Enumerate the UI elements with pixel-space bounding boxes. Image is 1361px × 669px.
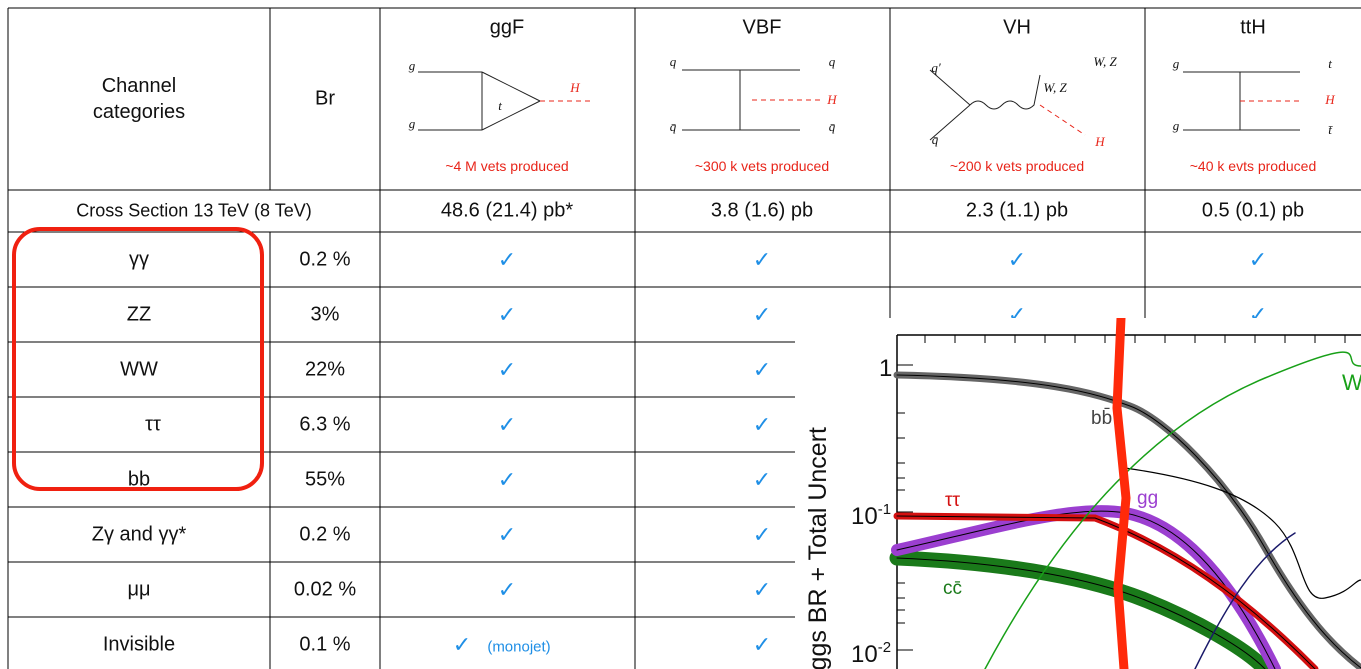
- production-caption: ~4 M vets produced: [445, 158, 568, 174]
- br-header: Br: [315, 88, 335, 111]
- diagram-label: H: [1325, 92, 1334, 108]
- channel-name: Invisible: [103, 633, 175, 656]
- branching-ratio: 0.1 %: [299, 633, 350, 656]
- diagram-label: t̄: [1328, 122, 1332, 138]
- slide: Channel categories Br ggF ~4 M vets produce…: [0, 0, 1361, 669]
- diagram-label: W, Z: [1093, 54, 1116, 70]
- branching-ratio: 0.2 %: [299, 248, 350, 271]
- tick-base: 10: [851, 641, 878, 668]
- check-mark: ✓: [753, 632, 771, 658]
- channel-name: ZZ: [127, 303, 151, 326]
- production-name: ttH: [1240, 17, 1266, 40]
- check-mark: ✓: [753, 302, 771, 328]
- curve-label: cc̄: [943, 578, 962, 599]
- curve-label: W: [1342, 370, 1361, 395]
- production-name: ggF: [490, 17, 524, 40]
- cross-section-value: 2.3 (1.1) pb: [966, 200, 1068, 223]
- check-mark: ✓: [498, 247, 516, 273]
- diagram-line: [482, 72, 540, 101]
- y-axis-label: iggs BR + Total Uncert: [804, 427, 832, 669]
- check-mark: ✓: [1249, 247, 1267, 273]
- check-mark: ✓: [498, 467, 516, 493]
- cross-section-value: 3.8 (1.6) pb: [711, 200, 813, 223]
- check-mark: ✓: [753, 522, 771, 548]
- diagram-label: H: [1095, 134, 1104, 150]
- check-mark: ✓: [753, 247, 771, 273]
- branching-ratio: 22%: [305, 358, 345, 381]
- check-mark: ✓: [498, 412, 516, 438]
- production-caption: ~300 k vets produced: [695, 158, 829, 174]
- curve-label: bb̄: [1091, 408, 1112, 429]
- branching-ratio: 0.02 %: [294, 578, 356, 601]
- check-mark: ✓: [498, 577, 516, 603]
- production-caption: ~200 k vets produced: [950, 158, 1084, 174]
- diagram-label: g: [409, 58, 416, 74]
- diagram-boson: [970, 75, 1040, 109]
- branching-ratio: 6.3 %: [299, 413, 350, 436]
- channel-name: ττ: [145, 413, 161, 436]
- diagram-label: q̄: [932, 132, 939, 148]
- diagram-label: t: [1328, 56, 1332, 72]
- diagram-label: q: [670, 54, 677, 70]
- channel-name: μμ: [127, 578, 150, 601]
- check-mark: ✓: [453, 632, 471, 658]
- diagram-line: [482, 101, 540, 130]
- branching-ratio: 3%: [311, 303, 340, 326]
- production-caption: ~40 k evts produced: [1190, 158, 1316, 174]
- channel-name: γγ: [129, 248, 149, 271]
- diagram-label: g: [1173, 56, 1180, 72]
- check-mark: ✓: [753, 357, 771, 383]
- cross-section-label: Cross Section 13 TeV (8 TeV): [76, 201, 311, 222]
- production-name: VH: [1003, 17, 1031, 40]
- diagram-label: W, Z: [1043, 80, 1066, 96]
- tick-exponent: -2: [878, 639, 891, 656]
- check-mark: ✓: [753, 577, 771, 603]
- channel-name: Zγ and γγ*: [92, 523, 186, 546]
- diagram-label: q′: [931, 60, 940, 76]
- branching-ratio: 0.2 %: [299, 523, 350, 546]
- branching-ratio: 55%: [305, 468, 345, 491]
- production-name: VBF: [743, 17, 782, 40]
- check-note: (monojet): [487, 638, 550, 655]
- cross-section-value: 0.5 (0.1) pb: [1202, 200, 1304, 223]
- diagram-label: H: [827, 92, 836, 108]
- channel-name: WW: [120, 358, 158, 381]
- check-mark: ✓: [498, 522, 516, 548]
- tick-base: 10: [851, 503, 878, 530]
- y-tick-label: 1: [879, 355, 892, 382]
- check-mark: ✓: [753, 467, 771, 493]
- check-mark: ✓: [753, 412, 771, 438]
- diagram-higgs: [1040, 105, 1085, 135]
- tick-base: 1: [879, 355, 892, 382]
- diagram-label: q̄: [670, 119, 677, 135]
- diagram-label: g: [1173, 118, 1180, 134]
- diagram-label: q: [829, 54, 836, 70]
- tick-exponent: -1: [878, 501, 891, 518]
- diagram-label: g: [409, 116, 416, 132]
- diagram-label: H: [570, 80, 579, 96]
- channel-name: bb: [128, 468, 150, 491]
- check-mark: ✓: [498, 302, 516, 328]
- diagram-label: q̄: [829, 119, 836, 135]
- channel-header: Channel categories: [69, 73, 209, 125]
- check-mark: ✓: [498, 357, 516, 383]
- diagram-label: t: [498, 98, 502, 114]
- curve-label: ττ: [945, 490, 961, 511]
- check-mark: ✓: [1008, 247, 1026, 273]
- curve-label: gg: [1137, 488, 1158, 509]
- cross-section-value: 48.6 (21.4) pb*: [441, 200, 573, 223]
